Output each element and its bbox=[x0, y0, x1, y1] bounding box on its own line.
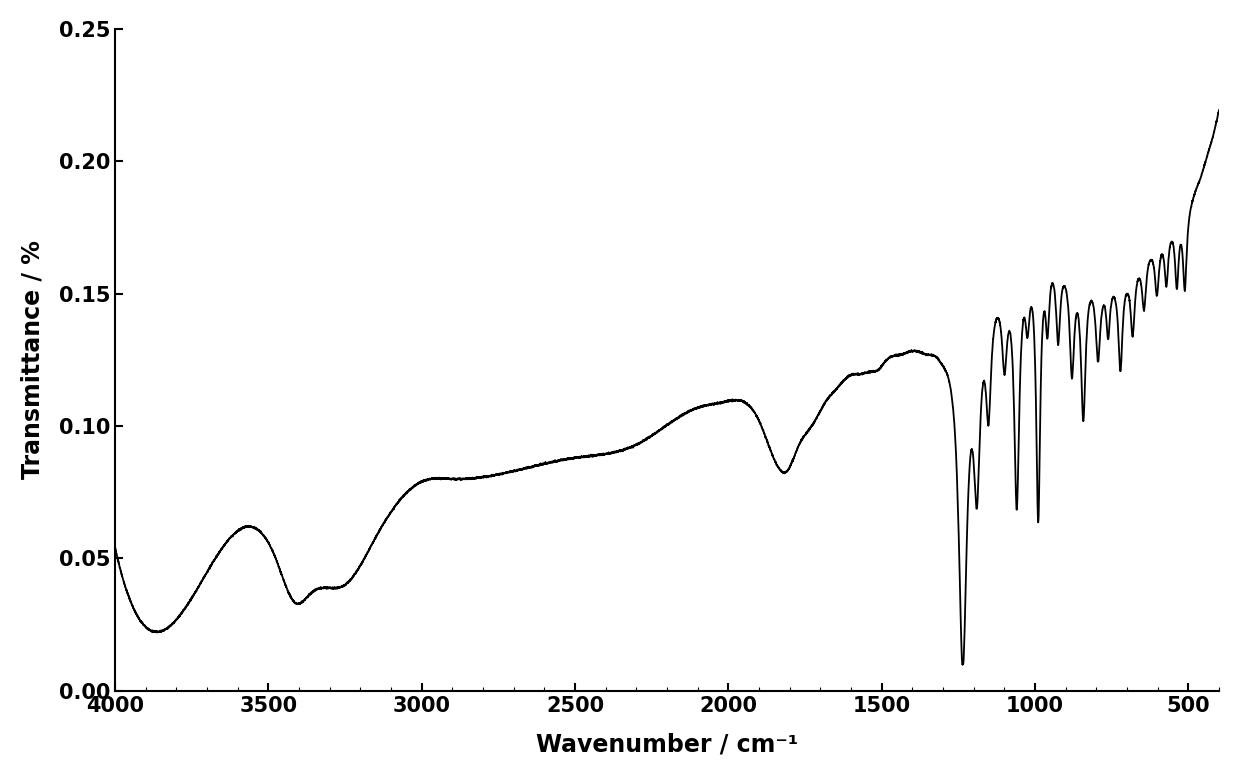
X-axis label: Wavenumber / cm⁻¹: Wavenumber / cm⁻¹ bbox=[536, 732, 799, 756]
Y-axis label: Transmittance / %: Transmittance / % bbox=[21, 240, 45, 479]
